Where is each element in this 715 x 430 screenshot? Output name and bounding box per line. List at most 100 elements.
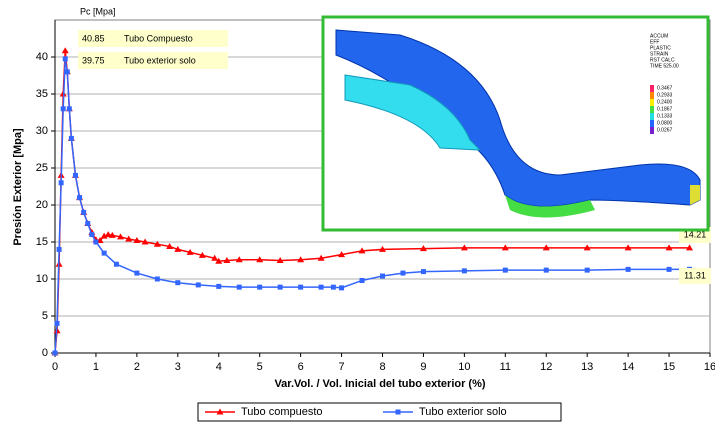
marker — [54, 320, 60, 326]
inset-scale-label: 0.3467 — [657, 85, 673, 91]
marker — [223, 257, 231, 263]
marker — [101, 250, 107, 256]
marker — [460, 244, 468, 251]
x-axis-label: Var.Vol. / Vol. Inicial del tubo exterio… — [274, 378, 485, 390]
inset-shape — [505, 195, 595, 218]
marker — [277, 284, 283, 290]
marker — [198, 251, 206, 258]
marker — [141, 238, 149, 245]
x-tick-label: 9 — [420, 361, 426, 373]
x-tick-label: 12 — [540, 361, 552, 373]
marker — [624, 244, 632, 251]
annotation: Pc [Mpa] — [80, 6, 116, 16]
x-tick-label: 6 — [298, 361, 304, 373]
annotation-box — [78, 52, 228, 69]
marker — [211, 254, 219, 261]
marker — [400, 270, 406, 276]
inset-legend-title: EFF — [650, 39, 659, 45]
series-line — [54, 58, 690, 354]
marker — [72, 172, 78, 178]
inset-legend-title: ACCUM — [650, 33, 668, 39]
legend-label: Tubo exterior solo — [419, 406, 507, 418]
marker — [543, 267, 549, 273]
annotation: 14.21 — [684, 229, 707, 239]
inset-shape — [690, 185, 700, 205]
marker — [583, 244, 591, 251]
inset-scale-swatch — [650, 106, 654, 113]
marker — [338, 251, 346, 258]
marker — [81, 209, 87, 215]
marker — [502, 267, 508, 273]
x-tick-label: 15 — [663, 361, 675, 373]
y-tick-label: 35 — [36, 88, 48, 100]
marker — [174, 245, 182, 252]
y-tick-label: 5 — [42, 310, 48, 322]
marker — [62, 56, 68, 62]
y-tick-label: 40 — [36, 51, 48, 63]
marker — [257, 284, 263, 290]
marker — [52, 350, 58, 356]
marker — [216, 283, 222, 289]
annotation: 39.75 — [82, 55, 105, 65]
inset-scale-label: 0.1867 — [657, 106, 673, 112]
x-tick-label: 1 — [93, 361, 99, 373]
marker — [501, 244, 509, 251]
inset-scale-label: 0.2933 — [657, 92, 673, 98]
x-tick-label: 0 — [52, 361, 58, 373]
marker — [117, 233, 124, 240]
marker — [215, 257, 223, 264]
inset-legend-title: RST CALC — [650, 57, 675, 63]
marker — [358, 247, 366, 254]
inset-scale-label: 0.1333 — [657, 113, 673, 119]
y-tick-label: 10 — [36, 273, 48, 285]
marker — [66, 106, 72, 112]
marker — [93, 239, 99, 245]
marker — [56, 246, 62, 252]
marker — [153, 240, 161, 247]
x-tick-label: 2 — [134, 361, 140, 373]
marker — [665, 244, 673, 251]
marker — [133, 237, 141, 244]
marker — [420, 269, 426, 275]
legend-label: Tubo compuesto — [241, 406, 323, 418]
legend-box — [197, 402, 562, 422]
marker — [317, 254, 325, 261]
x-tick-label: 5 — [257, 361, 263, 373]
marker — [89, 232, 95, 238]
inset-scale-label: 0.0267 — [657, 127, 673, 133]
inset-legend-title: STRAIN — [650, 51, 669, 57]
annotation: Tubo Compuesto — [124, 33, 193, 43]
marker — [195, 282, 201, 288]
marker — [330, 284, 336, 290]
y-axis-label: Presión Exterior [Mpa] — [12, 128, 24, 246]
marker — [61, 47, 69, 54]
marker — [108, 231, 116, 238]
inset-legend-title: PLASTIC — [650, 45, 671, 51]
annotation: 11.31 — [684, 270, 706, 280]
annotation-box — [78, 30, 228, 47]
marker — [235, 256, 243, 263]
marker — [298, 284, 304, 290]
x-tick-label: 14 — [622, 361, 634, 373]
annotation-box — [679, 268, 711, 284]
y-tick-label: 25 — [36, 162, 48, 174]
y-tick-label: 15 — [36, 236, 48, 248]
inset-scale-label: 0.2400 — [657, 99, 673, 105]
marker — [166, 242, 174, 249]
marker — [68, 135, 74, 141]
marker — [666, 266, 672, 272]
marker — [276, 257, 284, 263]
annotation: Tubo exterior solo — [124, 55, 196, 65]
x-tick-label: 8 — [379, 361, 385, 373]
marker — [236, 284, 242, 290]
marker — [686, 244, 694, 251]
inset-scale-swatch — [650, 127, 654, 134]
legend-marker — [216, 408, 224, 415]
marker — [134, 270, 140, 276]
marker — [60, 106, 66, 112]
marker — [58, 180, 64, 186]
marker — [113, 261, 119, 267]
marker — [64, 69, 70, 75]
marker — [256, 256, 264, 263]
